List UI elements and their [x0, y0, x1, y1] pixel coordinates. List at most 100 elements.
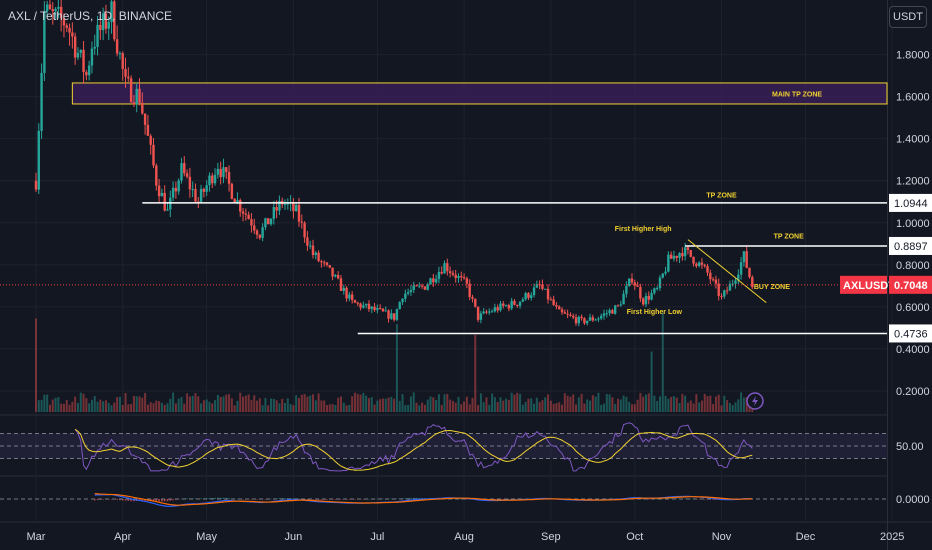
candle[interactable] [219, 161, 222, 185]
candle[interactable] [149, 133, 152, 155]
candle[interactable] [504, 304, 508, 307]
candle[interactable] [230, 182, 234, 200]
candle[interactable] [429, 277, 432, 285]
candle[interactable] [322, 260, 326, 267]
candle[interactable] [202, 187, 206, 198]
candle[interactable] [465, 276, 469, 289]
candle[interactable] [85, 69, 88, 81]
candle[interactable] [370, 306, 373, 314]
candle[interactable] [577, 315, 581, 327]
candle[interactable] [339, 275, 343, 292]
candle[interactable] [401, 298, 404, 306]
candle[interactable] [376, 304, 379, 314]
candle[interactable] [706, 263, 709, 277]
candle[interactable] [183, 156, 186, 177]
candle[interactable] [644, 292, 648, 308]
candle[interactable] [160, 188, 164, 197]
candle[interactable] [418, 282, 421, 289]
candle[interactable] [552, 295, 555, 306]
candle[interactable] [641, 297, 645, 307]
candle[interactable] [485, 309, 488, 315]
candle[interactable] [132, 94, 136, 107]
candle[interactable] [625, 281, 628, 298]
candle[interactable] [110, 0, 113, 34]
candle[interactable] [734, 277, 737, 289]
candle[interactable] [426, 282, 429, 291]
candle[interactable] [314, 251, 317, 260]
candle[interactable] [43, 1, 46, 81]
candle[interactable] [420, 283, 424, 289]
candle[interactable] [336, 271, 340, 280]
candle[interactable] [141, 92, 144, 115]
candle[interactable] [306, 231, 309, 251]
candle[interactable] [513, 299, 516, 306]
candle[interactable] [541, 279, 544, 291]
candle[interactable] [613, 304, 617, 315]
candle[interactable] [325, 261, 329, 267]
candle[interactable] [454, 269, 457, 283]
candle[interactable] [650, 289, 653, 301]
candle[interactable] [711, 277, 715, 282]
candle[interactable] [597, 316, 600, 323]
candle[interactable] [619, 300, 622, 307]
candle[interactable] [605, 309, 608, 318]
candle[interactable] [476, 306, 480, 323]
candle[interactable] [415, 284, 418, 287]
candle[interactable] [174, 181, 178, 199]
candle[interactable] [359, 302, 362, 311]
candle[interactable] [79, 49, 82, 58]
candle[interactable] [269, 218, 273, 226]
candle[interactable] [166, 202, 169, 211]
candle[interactable] [443, 260, 446, 274]
candle[interactable] [113, 0, 116, 42]
candle[interactable] [460, 271, 463, 282]
candle[interactable] [499, 300, 502, 312]
candle[interactable] [124, 57, 127, 88]
candle[interactable] [664, 266, 667, 276]
candle[interactable] [409, 285, 413, 296]
candle[interactable] [723, 289, 726, 299]
candle[interactable] [76, 47, 80, 61]
candle[interactable] [406, 288, 410, 296]
candle[interactable] [350, 291, 354, 304]
candle[interactable] [574, 313, 578, 326]
candle[interactable] [599, 313, 603, 321]
candle[interactable] [381, 308, 385, 312]
candle[interactable] [448, 266, 452, 278]
candle[interactable] [717, 278, 720, 301]
candle[interactable] [602, 309, 606, 320]
candle[interactable] [521, 297, 525, 303]
candle[interactable] [647, 291, 650, 305]
candle[interactable] [152, 137, 155, 168]
candle[interactable] [247, 211, 250, 220]
candle[interactable] [222, 158, 225, 184]
candle[interactable] [675, 255, 678, 262]
candle[interactable] [107, 16, 110, 40]
candle[interactable] [225, 166, 228, 179]
candle[interactable] [384, 306, 387, 312]
candle[interactable] [37, 123, 40, 195]
candle[interactable] [353, 299, 357, 303]
candle[interactable] [636, 281, 639, 287]
candle[interactable] [227, 165, 231, 192]
candle[interactable] [689, 250, 692, 258]
candle[interactable] [129, 75, 133, 103]
candle[interactable] [62, 13, 66, 38]
candle[interactable] [143, 113, 147, 135]
candle[interactable] [482, 308, 485, 315]
candle[interactable] [566, 309, 569, 319]
candle[interactable] [572, 313, 575, 320]
candle[interactable] [258, 234, 262, 240]
candle[interactable] [51, 2, 54, 25]
trendline[interactable] [687, 239, 767, 304]
candle[interactable] [244, 208, 248, 221]
candle[interactable] [34, 172, 38, 193]
candle[interactable] [569, 312, 572, 317]
candle[interactable] [692, 256, 695, 267]
candle[interactable] [672, 250, 676, 262]
candle[interactable] [594, 318, 597, 321]
candle[interactable] [669, 251, 673, 259]
candle[interactable] [300, 214, 304, 229]
candle[interactable] [104, 4, 108, 34]
candle[interactable] [367, 300, 371, 312]
